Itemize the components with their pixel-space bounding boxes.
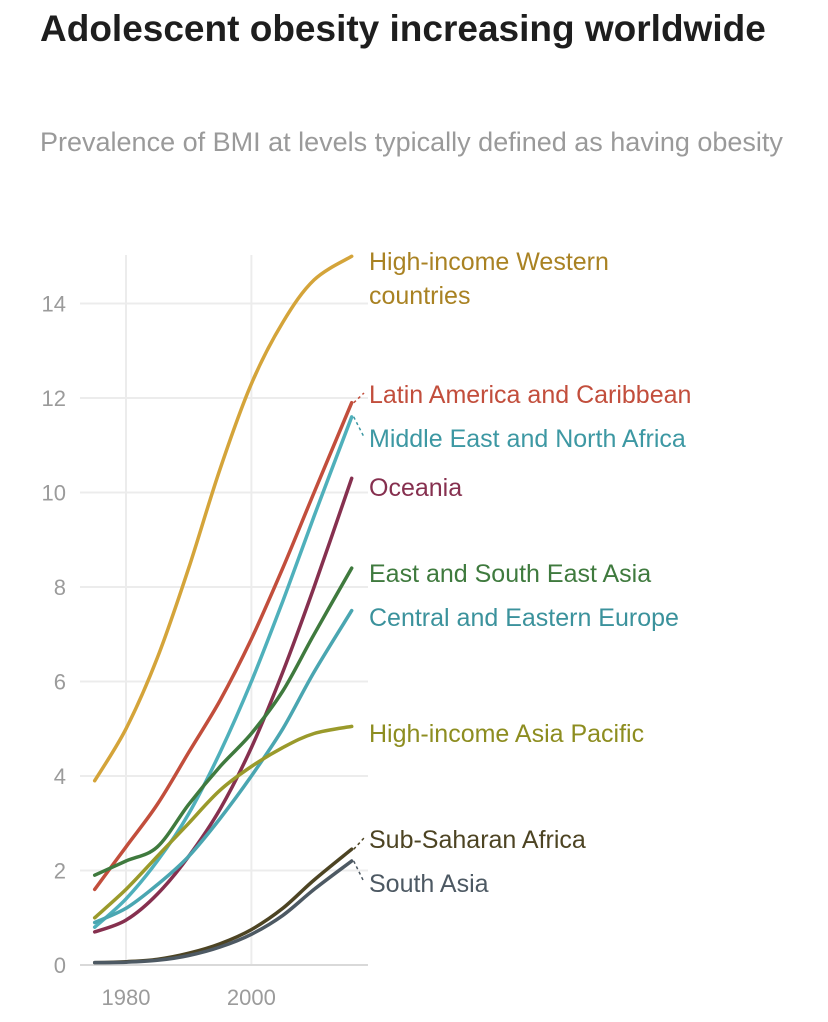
- y-tick-label: 6: [54, 670, 66, 695]
- series-line-central-and-eastern-europe: [92, 608, 354, 925]
- y-tick-label: 8: [54, 575, 66, 600]
- x-tick-label: 1980: [102, 985, 151, 1010]
- series-label-latin-america-and-caribbean: Latin America and Caribbean: [369, 381, 691, 409]
- y-tick-label: 0: [54, 953, 66, 978]
- series-label-oceania: Oceania: [369, 474, 462, 502]
- series-line-latin-america-and-caribbean: [92, 400, 354, 892]
- series-label-high-income-asia-pacific: High-income Asia Pacific: [369, 720, 644, 748]
- series-label-central-and-eastern-europe: Central and Eastern Europe: [369, 604, 679, 632]
- series-label-east-and-south-east-asia: East and South East Asia: [369, 560, 651, 588]
- leader-line-south-asia: [353, 860, 365, 883]
- leader-line-sub-saharan-africa: [353, 837, 365, 850]
- chart-subtitle: Prevalence of BMI at levels typically de…: [40, 127, 783, 157]
- series-label-south-asia: South Asia: [369, 870, 489, 898]
- series-label-middle-east-and-north-africa: Middle East and North Africa: [369, 425, 686, 453]
- series-line-oceania: [92, 476, 354, 934]
- x-tick-label: 2000: [227, 985, 276, 1010]
- y-tick-label: 4: [54, 764, 66, 789]
- series-label-sub-saharan-africa: Sub-Saharan Africa: [369, 826, 586, 854]
- y-tick-label: 2: [54, 859, 66, 884]
- series-line-east-and-south-east-asia: [92, 566, 354, 877]
- y-tick-label: 12: [42, 386, 66, 411]
- series-line-south-asia: [92, 859, 354, 965]
- series-label-high-income-western-countries: High-income Western countries: [369, 248, 609, 310]
- y-tick-label: 14: [42, 292, 66, 317]
- leader-line-latin-america-and-caribbean: [353, 392, 365, 404]
- y-tick-label: 10: [42, 481, 66, 506]
- leader-line-middle-east-and-north-africa: [353, 416, 365, 438]
- series-line-middle-east-and-north-africa: [92, 415, 354, 929]
- series-line-high-income-western-countries: [92, 254, 354, 783]
- series-line-high-income-asia-pacific: [92, 724, 354, 920]
- chart-title: Adolescent obesity increasing worldwide: [40, 8, 766, 49]
